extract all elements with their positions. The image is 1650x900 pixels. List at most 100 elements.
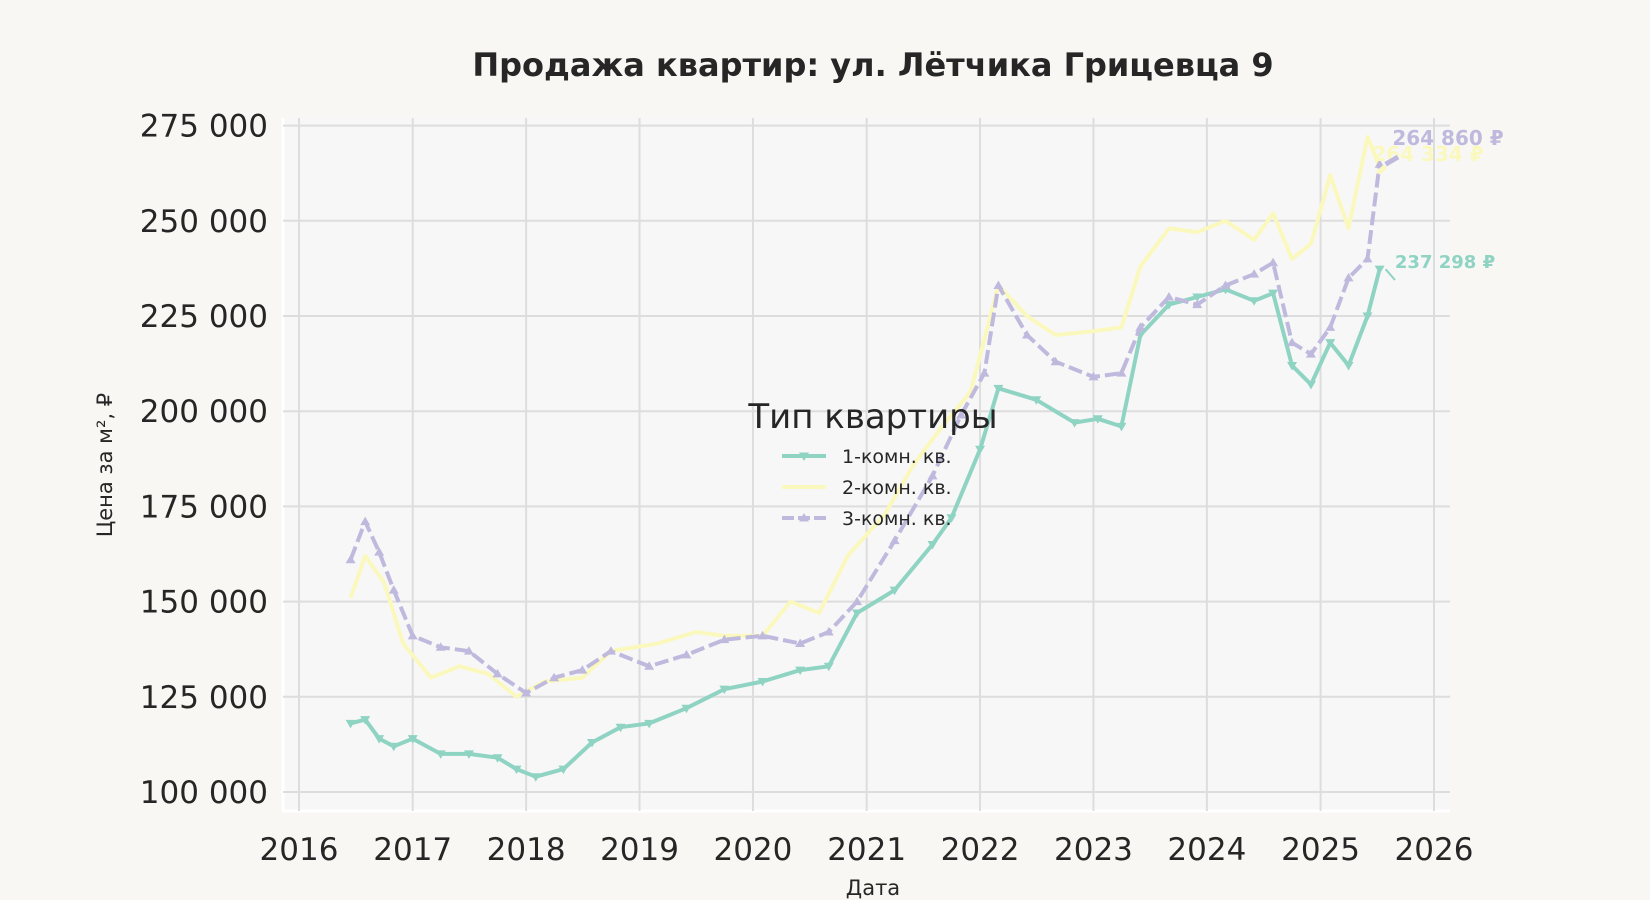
data-point [374, 547, 385, 556]
data-point [435, 750, 446, 759]
data-point [644, 661, 655, 670]
data-point [719, 685, 730, 695]
data-point [823, 662, 834, 672]
data-point [1374, 159, 1385, 168]
data-point [388, 742, 399, 752]
y-tick-label: 125 000 [140, 680, 268, 716]
data-point [1116, 368, 1127, 377]
legend-label: 3-комн. кв. [842, 508, 952, 530]
data-point [1268, 289, 1279, 299]
data-point [549, 672, 560, 682]
legend-label: 2-комн. кв. [842, 477, 952, 499]
x-tick-label: 2016 [260, 832, 339, 868]
data-point [889, 535, 900, 545]
data-point [586, 738, 597, 748]
data-point [374, 735, 385, 744]
chart-title: Продажа квартир: ул. Лётчика Грицевца 9 [472, 46, 1273, 84]
data-point [1374, 265, 1385, 275]
x-tick-label: 2018 [487, 832, 566, 868]
data-point [1135, 322, 1146, 331]
data-point [927, 470, 938, 480]
x-tick-label: 2020 [713, 832, 792, 868]
data-point [492, 668, 503, 678]
data-point [1163, 291, 1174, 301]
last-value-annotations: 237 298 ₽264 334 ₽264 860 ₽ [1372, 126, 1504, 281]
series-1 [345, 265, 1385, 782]
data-point [1249, 269, 1260, 278]
annotation-label: 237 298 ₽ [1395, 252, 1495, 273]
data-point [757, 630, 768, 640]
x-axis-label: Дата [846, 876, 900, 900]
x-tick-label: 2024 [1167, 832, 1246, 868]
grid-lines [283, 118, 1450, 811]
data-point [615, 723, 626, 733]
data-point [1268, 257, 1279, 267]
data-point [1325, 322, 1336, 331]
data-point [492, 754, 503, 763]
data-point [852, 609, 863, 618]
data-point [463, 750, 474, 759]
data-point [345, 554, 356, 564]
y-tick-label: 150 000 [140, 585, 268, 621]
data-point [889, 586, 900, 596]
data-point [1362, 253, 1373, 263]
data-point [979, 368, 990, 377]
data-point [852, 596, 863, 606]
x-tick-label: 2022 [941, 832, 1020, 868]
data-point [407, 630, 418, 640]
series-lines [345, 135, 1385, 782]
x-tick-label: 2021 [827, 832, 906, 868]
data-point [1069, 419, 1080, 428]
legend-item: 3-комн. кв. [782, 508, 952, 530]
x-tick-label: 2026 [1395, 832, 1474, 868]
data-point [681, 704, 692, 714]
data-point [993, 384, 1004, 394]
data-point [719, 634, 730, 644]
data-point [1192, 293, 1203, 302]
annotation-1: 237 298 ₽ [1384, 252, 1495, 281]
series-line [348, 135, 1382, 699]
annotation-arrow [1384, 154, 1400, 167]
legend-title: Тип квартиры [747, 397, 997, 437]
x-tick-label: 2023 [1054, 832, 1133, 868]
series-2 [348, 135, 1382, 699]
series-3 [345, 159, 1385, 697]
data-point [927, 540, 938, 550]
data-point [1088, 371, 1099, 381]
data-point [360, 716, 371, 725]
annotation-label: 264 860 ₽ [1392, 126, 1503, 150]
annotation-arrow [1376, 164, 1388, 175]
legend-marker [799, 452, 809, 461]
data-point [946, 514, 957, 523]
data-point [681, 649, 692, 659]
y-tick-label: 175 000 [140, 489, 268, 525]
x-tick-label: 2017 [373, 832, 452, 868]
x-tick-label: 2019 [600, 832, 679, 868]
x-tick-label: 2025 [1281, 832, 1360, 868]
data-point [530, 773, 541, 782]
data-point [1305, 381, 1316, 390]
data-point [823, 627, 834, 636]
data-point [463, 646, 474, 655]
data-point [1092, 415, 1103, 424]
y-axis-label: Цена за м², ₽ [93, 393, 117, 537]
data-point [993, 280, 1004, 290]
data-point [1021, 330, 1032, 339]
data-point [757, 678, 768, 687]
annotation-3: 264 860 ₽ [1384, 126, 1504, 167]
y-tick-label: 275 000 [140, 109, 268, 145]
data-point [1343, 362, 1354, 371]
data-point [1116, 422, 1127, 432]
annotation-arrow [1384, 268, 1396, 281]
data-point [1163, 301, 1174, 310]
data-point [1305, 349, 1316, 358]
data-point [521, 687, 532, 697]
data-point [1343, 272, 1354, 282]
series-line [348, 163, 1382, 695]
legend-items: 1-комн. кв. 2-комн. кв. 3-комн. кв. [782, 446, 952, 530]
data-point [1325, 339, 1336, 348]
y-tick-label: 100 000 [140, 775, 268, 811]
data-point [956, 410, 967, 419]
data-point [511, 765, 522, 775]
